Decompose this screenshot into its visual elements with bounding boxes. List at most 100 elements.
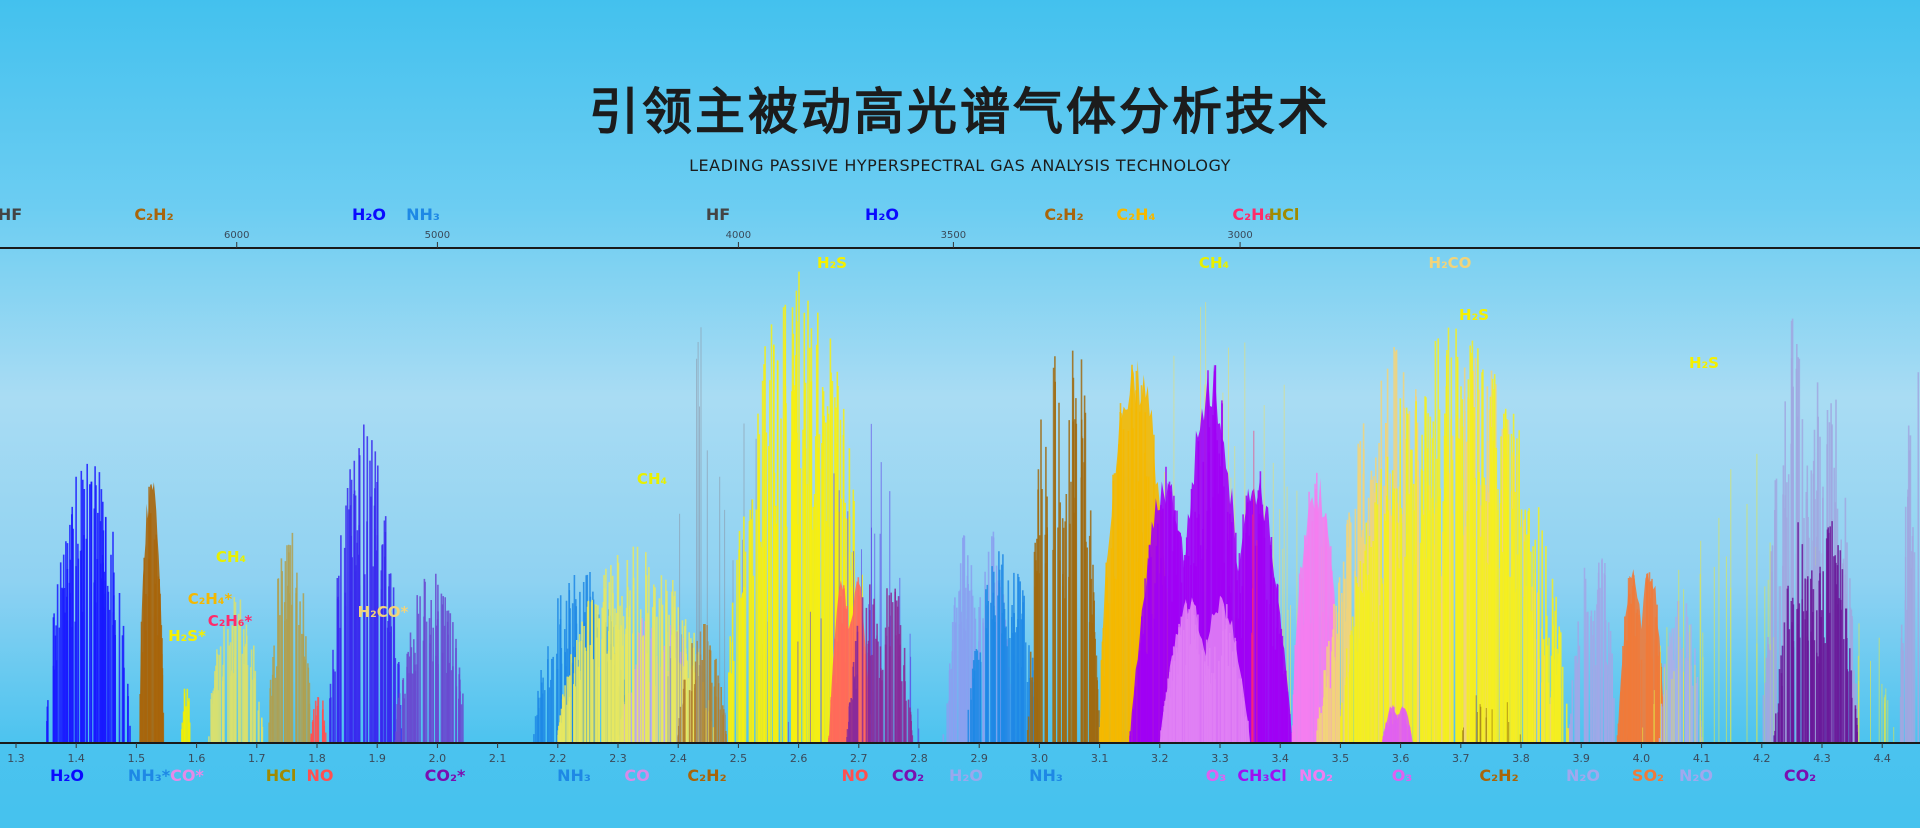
band-35 (1773, 521, 1858, 742)
bottom-tick-label: 1.9 (368, 752, 386, 765)
bot-gas-label: NH₃ (1029, 766, 1063, 785)
band-28 (1382, 704, 1413, 742)
bottom-tick-label: 3.1 (1091, 752, 1109, 765)
top-gas-label: H₂O (352, 205, 386, 224)
band-27 (1340, 327, 1570, 742)
bottom-tick-label: 1.3 (7, 752, 25, 765)
bottom-tick-label: 3.8 (1512, 752, 1530, 765)
inner-gas-label: C₂H₆* (207, 612, 253, 630)
bottom-tick-label: 3.2 (1151, 752, 1169, 765)
band-13 (727, 271, 872, 742)
band-36 (1899, 372, 1920, 742)
bot-gas-label: CO* (170, 766, 204, 785)
bot-gas-label: C₂H₂ (687, 766, 727, 785)
bottom-tick-label: 2.0 (429, 752, 447, 765)
inner-gas-label: H₂CO (1428, 254, 1472, 272)
absorption-bands (46, 271, 1920, 742)
bot-gas-label: NO (306, 766, 334, 785)
bot-gas-label: N₂O (1679, 766, 1713, 785)
bot-gas-label: N₂O (1566, 766, 1600, 785)
top-gas-label: C₂H₂ (134, 205, 174, 224)
bot-gas-label: CO₂* (424, 766, 466, 785)
bottom-tick-label: 1.4 (67, 752, 85, 765)
inner-gas-label: H₂S (1689, 354, 1719, 372)
bottom-tick-label: 2.7 (850, 752, 868, 765)
page-subtitle: LEADING PASSIVE HYPERSPECTRAL GAS ANALYS… (689, 156, 1231, 175)
band-5 (310, 697, 327, 742)
band-2 (181, 688, 191, 742)
top-gas-label: H₂O (865, 205, 899, 224)
bot-gas-label: NH₃* (127, 766, 171, 785)
band-31 (1616, 569, 1666, 742)
bottom-tick-label: 1.8 (308, 752, 326, 765)
bot-gas-label: CO₂ (891, 766, 925, 785)
bottom-tick-label: 3.4 (1271, 752, 1289, 765)
band-7 (394, 573, 464, 742)
top-tick-label: 6000 (224, 230, 249, 241)
top-tick-label: 4000 (726, 230, 751, 241)
bot-gas-label: NO (841, 766, 869, 785)
bottom-tick-label: 1.5 (128, 752, 146, 765)
bot-gas-label: NH₃ (557, 766, 591, 785)
band-23 (1159, 595, 1251, 742)
bot-gas-label: O₃ (1205, 766, 1227, 785)
bottom-tick-label: 1.6 (188, 752, 206, 765)
top-tick-label: 5000 (425, 230, 450, 241)
band-4 (268, 532, 311, 742)
page-title: 引领主被动高光谱气体分析技术 (589, 83, 1331, 141)
bottom-tick-label: 2.9 (970, 752, 988, 765)
bottom-tick-label: 2.3 (609, 752, 627, 765)
band-6 (329, 424, 402, 742)
top-tick-label: 3500 (941, 230, 966, 241)
bottom-tick-label: 2.1 (489, 752, 507, 765)
top-gas-label: HF (0, 205, 23, 224)
bottom-tick-label: 2.8 (910, 752, 928, 765)
bot-gas-label: HCl (265, 766, 297, 785)
bottom-tick-label: 2.2 (549, 752, 567, 765)
bottom-tick-label: 2.5 (730, 752, 748, 765)
band-19 (1026, 350, 1100, 742)
bot-gas-label: CO (624, 766, 650, 785)
bottom-tick-label: 1.7 (248, 752, 266, 765)
inner-gas-label: CH₄ (215, 548, 247, 566)
top-gas-label: HF (705, 205, 731, 224)
top-gas-label: C₂H₆ (1232, 205, 1272, 224)
bottom-tick-label: 4.2 (1753, 752, 1771, 765)
bot-gas-label: NO₂ (1299, 766, 1333, 785)
axis-ticks: 1.3 1.4 1.5 1.6 1.7 1.8 1.9 2.0 2.1 2.2 2.3 2.4 2.5 2… (7, 230, 1891, 765)
bottom-tick-label: 3.5 (1332, 752, 1350, 765)
band-0 (46, 463, 131, 742)
bot-gas-label: CH₃Cl (1237, 766, 1287, 785)
inner-gas-label: H₂CO* (357, 603, 409, 621)
inner-gas-label: H₂S* (168, 627, 206, 645)
band-16 (846, 584, 914, 742)
top-gas-label: C₂H₄ (1116, 205, 1156, 224)
bottom-tick-label: 3.6 (1392, 752, 1410, 765)
inner-gas-label: H₂S (817, 254, 847, 272)
bot-gas-label: SO₂ (1631, 766, 1665, 785)
inner-gas-label: CH₄ (636, 470, 668, 488)
bottom-tick-label: 2.4 (669, 752, 687, 765)
bottom-tick-label: 3.7 (1452, 752, 1470, 765)
inner-gas-label: H₂S (1459, 306, 1489, 324)
bottom-tick-label: 2.6 (790, 752, 808, 765)
top-tick-label: 3000 (1227, 230, 1252, 241)
bottom-tick-label: 4.3 (1813, 752, 1831, 765)
band-24 (1251, 430, 1258, 742)
band-30 (1568, 558, 1615, 742)
bot-gas-label: CO₂ (1783, 766, 1817, 785)
top-gas-label: C₂H₂ (1044, 205, 1084, 224)
band-1 (139, 482, 165, 742)
inner-gas-label: C₂H₄* (187, 590, 233, 608)
bot-gas-label: O₃ (1391, 766, 1413, 785)
bot-gas-label: H₂O (949, 766, 983, 785)
bottom-tick-label: 4.4 (1873, 752, 1891, 765)
bottom-tick-label: 4.0 (1633, 752, 1651, 765)
bottom-tick-label: 3.3 (1211, 752, 1229, 765)
bottom-tick-label: 4.1 (1693, 752, 1711, 765)
top-gas-label: NH₃ (406, 205, 440, 224)
bottom-tick-label: 3.9 (1572, 752, 1590, 765)
bot-gas-label: C₂H₂ (1479, 766, 1519, 785)
top-gas-label: HCl (1268, 205, 1300, 224)
